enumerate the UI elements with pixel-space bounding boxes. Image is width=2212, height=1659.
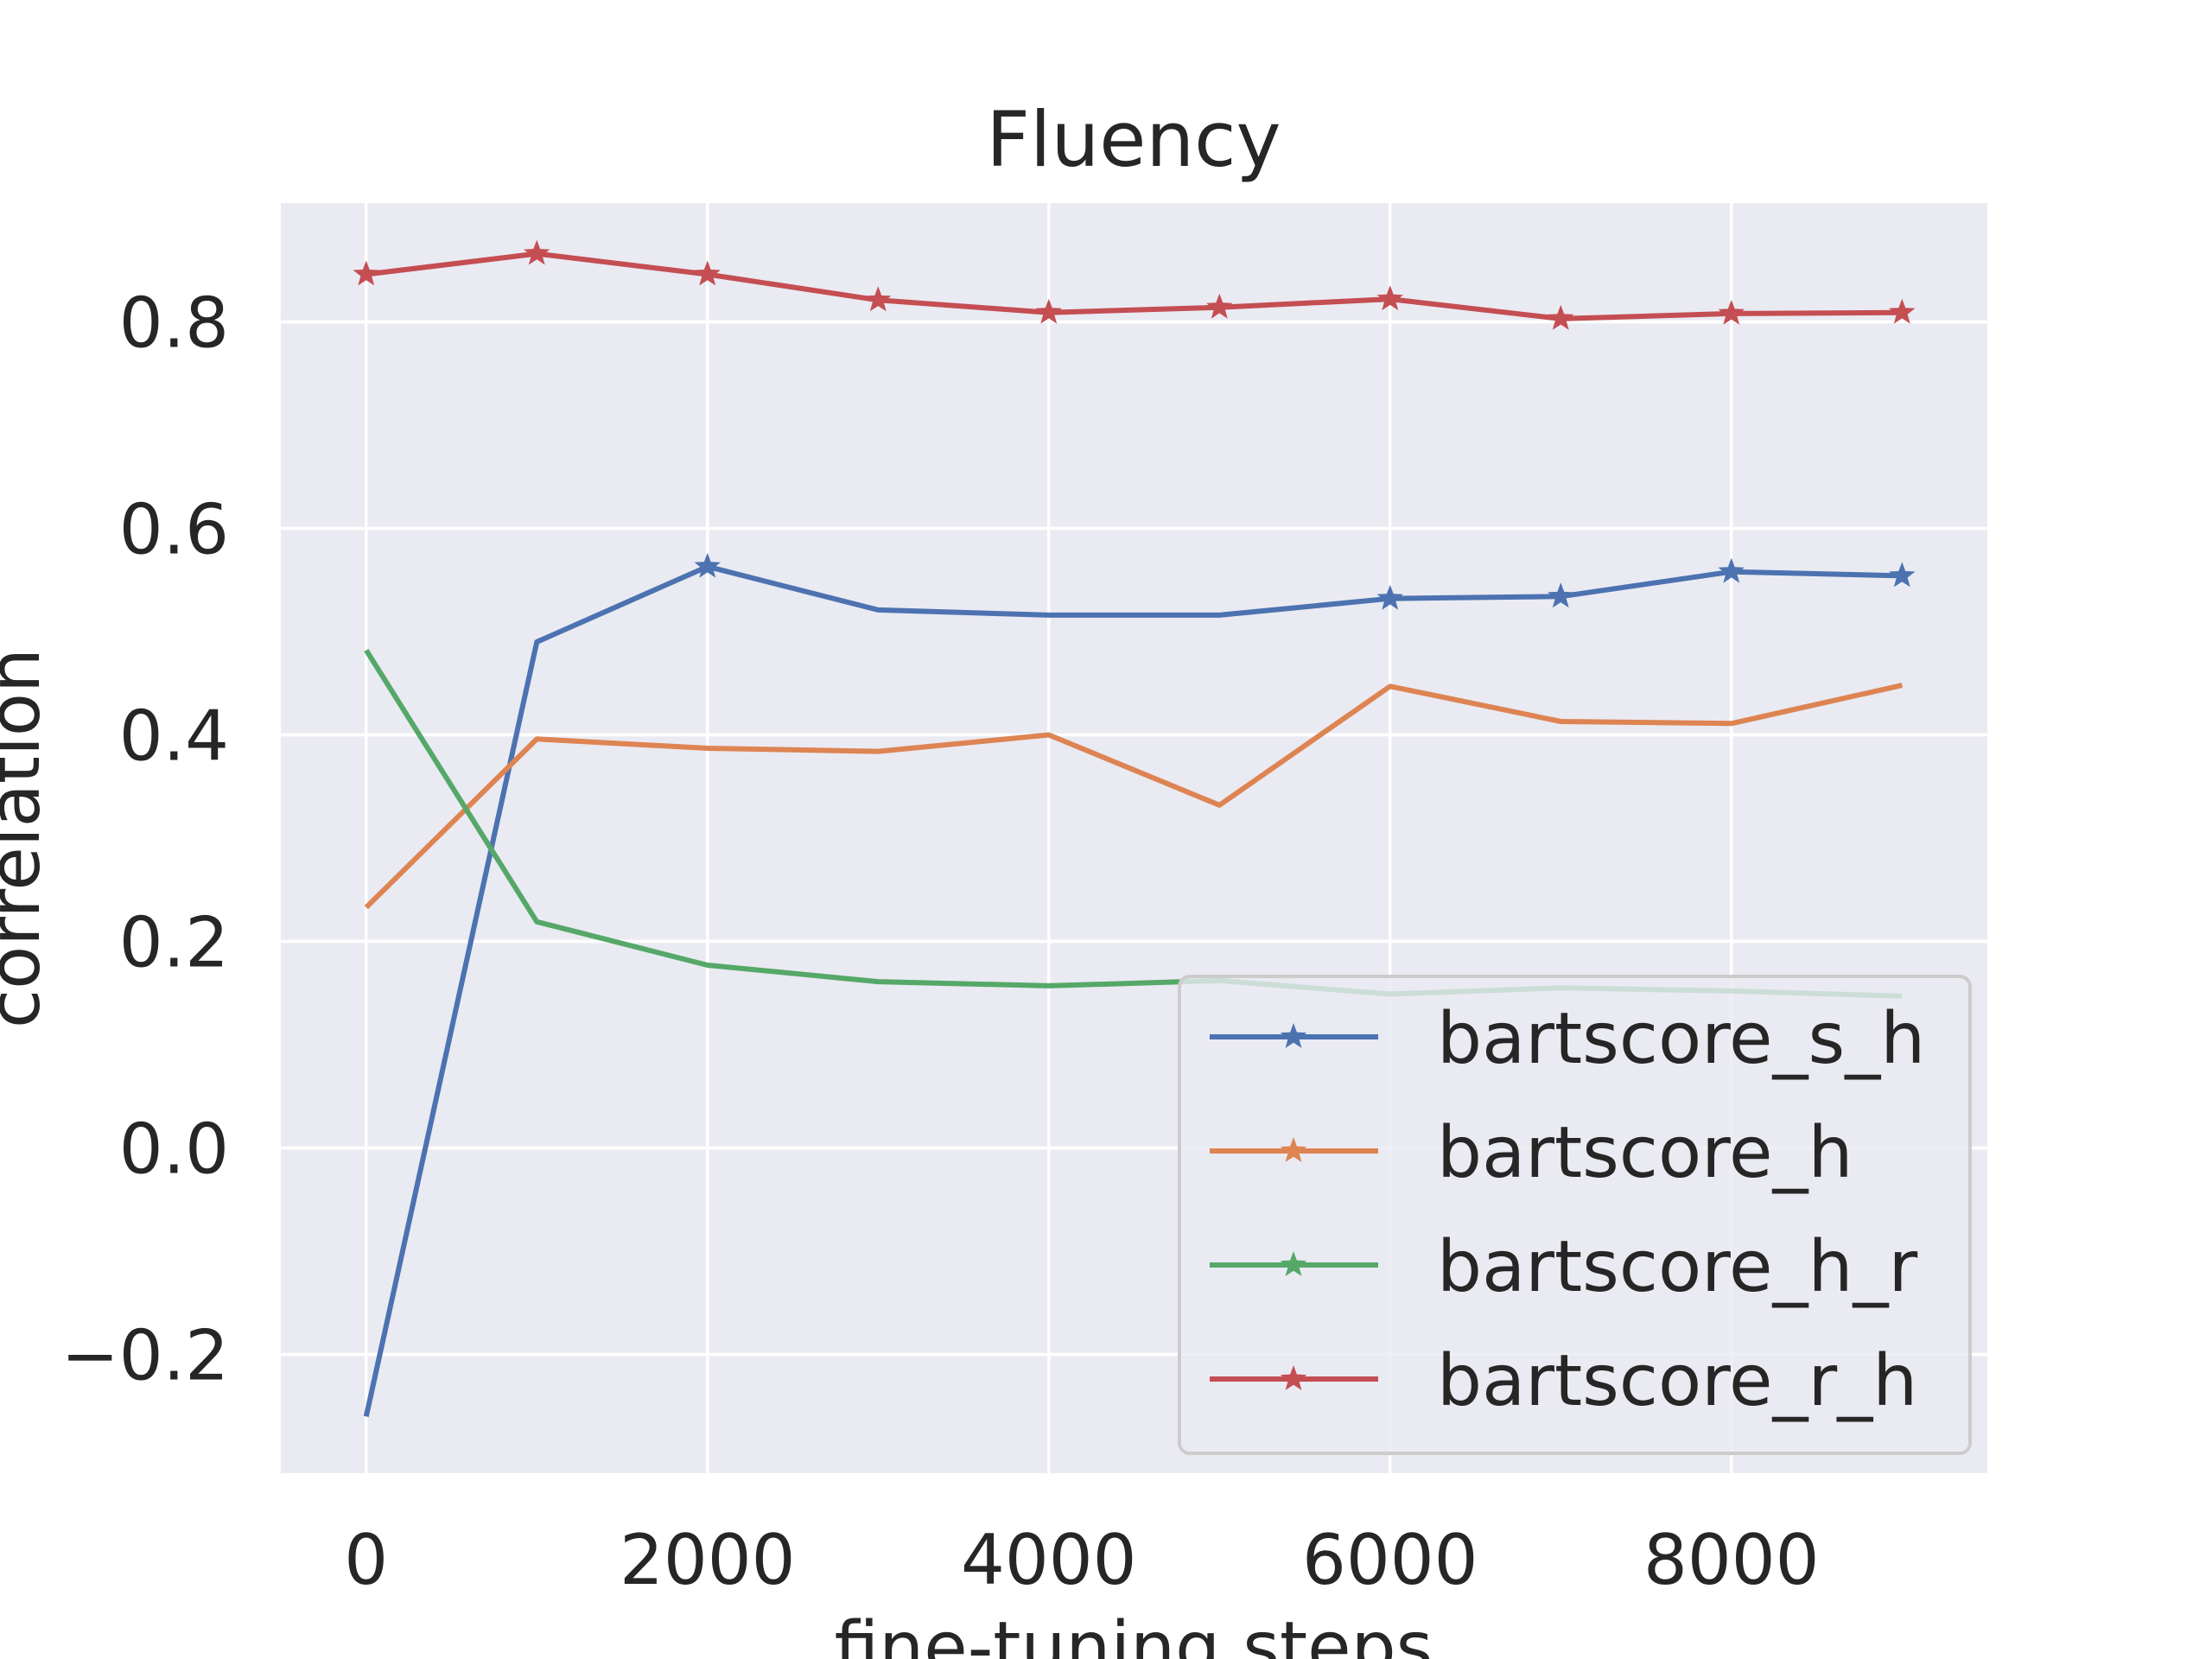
grid — [281, 203, 1987, 1473]
y-tick-label: 0.2 — [119, 903, 229, 983]
y-tick-label: 0.0 — [119, 1109, 229, 1190]
y-tick-label: 0.8 — [119, 283, 229, 363]
x-tick-label: 4000 — [961, 1520, 1137, 1600]
series-bartscore-h — [364, 683, 1903, 910]
data-point-marker — [524, 239, 550, 265]
data-point-marker — [1376, 584, 1403, 610]
data-point-marker — [353, 260, 379, 286]
data-point-marker — [1206, 293, 1233, 319]
x-tick-label: 0 — [344, 1520, 388, 1600]
series-bartscore-r-h — [353, 239, 1916, 330]
series-line — [363, 563, 1903, 1417]
legend-star-icon — [1280, 1137, 1307, 1162]
data-point-marker — [1376, 285, 1403, 311]
series-line — [365, 251, 1903, 321]
y-tick-label: −0.2 — [61, 1316, 229, 1396]
series-bartscore-s-h — [363, 552, 1916, 1417]
legend-box — [1178, 975, 1972, 1455]
series-line — [364, 683, 1903, 910]
legend-label: bartscore_h_r — [1437, 1226, 1917, 1308]
tick-labels: 0 2000 4000 6000 8000 −0.2 0.0 0.2 0.4 0.6 0.8 — [61, 283, 1820, 1600]
chart-title: Fluency — [986, 95, 1281, 184]
y-tick-label: 0.6 — [119, 489, 229, 569]
x-tick-label: 2000 — [620, 1520, 796, 1600]
legend-item: bartscore_h_r — [1210, 1226, 1917, 1308]
legend-star-icon — [1280, 1251, 1307, 1276]
data-point-marker — [1718, 557, 1745, 583]
series-group — [353, 239, 1916, 1417]
legend-star-icon — [1280, 1365, 1307, 1390]
data-point-marker — [1718, 299, 1745, 325]
legend-label: bartscore_h — [1437, 1112, 1853, 1194]
y-tick-label: 0.4 — [119, 696, 229, 776]
data-point-marker — [694, 260, 721, 286]
legend-label: bartscore_s_h — [1437, 998, 1925, 1080]
x-tick-label: 8000 — [1643, 1520, 1820, 1600]
x-axis-label: fine-tuning steps — [835, 1607, 1433, 1659]
data-point-marker — [694, 552, 721, 578]
data-point-marker — [1035, 298, 1062, 324]
y-axis-label: correlation — [0, 648, 56, 1028]
legend: bartscore_s_h bartscore_h bartscore_h_rbar… — [1178, 975, 1972, 1455]
data-point-marker — [1548, 582, 1574, 608]
legend-star-icon — [1280, 1023, 1307, 1048]
legend-item: bartscore_s_h — [1210, 998, 1925, 1080]
data-point-marker — [1889, 562, 1916, 588]
data-point-marker — [1548, 304, 1574, 330]
data-point-marker — [865, 286, 892, 312]
legend-item: bartscore_h — [1210, 1112, 1853, 1194]
legend-item: bartscore_r_h — [1210, 1340, 1917, 1422]
data-point-marker — [1889, 298, 1916, 324]
legend-label: bartscore_r_h — [1437, 1340, 1917, 1422]
x-tick-label: 6000 — [1302, 1520, 1478, 1600]
